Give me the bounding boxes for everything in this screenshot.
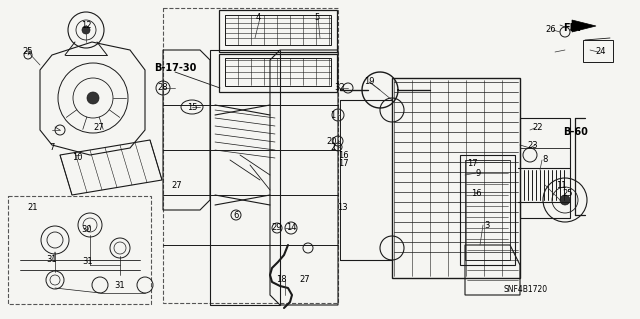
Bar [460, 155, 515, 265]
Bar [163, 8, 338, 303]
Bar [340, 100, 392, 260]
Text: 17: 17 [338, 159, 348, 167]
Text: 3: 3 [484, 220, 490, 229]
Text: 17: 17 [467, 159, 477, 167]
Circle shape [87, 92, 99, 104]
Text: 10: 10 [72, 152, 83, 161]
Bar [225, 15, 331, 45]
Text: B-60: B-60 [564, 127, 588, 137]
Bar [219, 10, 337, 52]
Text: 21: 21 [28, 204, 38, 212]
Bar [583, 40, 613, 62]
Bar [219, 54, 337, 92]
Bar [520, 118, 570, 218]
Text: 13: 13 [337, 203, 348, 211]
Text: 24: 24 [596, 48, 606, 56]
Bar [225, 58, 331, 86]
Text: 26: 26 [546, 26, 556, 34]
Text: 8: 8 [542, 155, 548, 165]
Text: 11: 11 [556, 181, 566, 189]
Circle shape [82, 26, 90, 34]
Text: 5: 5 [314, 13, 319, 23]
Text: 20: 20 [327, 137, 337, 145]
Text: 30: 30 [82, 226, 92, 234]
Text: 18: 18 [276, 275, 286, 284]
Text: 32: 32 [335, 84, 346, 93]
Text: 31: 31 [115, 280, 125, 290]
Bar [392, 78, 520, 278]
Text: 7: 7 [49, 144, 54, 152]
Text: 2: 2 [330, 143, 335, 152]
Text: 16: 16 [338, 151, 348, 160]
Text: 12: 12 [81, 20, 92, 29]
Text: 31: 31 [47, 256, 58, 264]
Text: FR.: FR. [563, 23, 581, 33]
Text: 22: 22 [532, 123, 543, 132]
Bar [8, 196, 151, 304]
Text: 4: 4 [255, 13, 260, 23]
Text: 25: 25 [563, 189, 573, 197]
Text: 14: 14 [285, 224, 296, 233]
Text: 27: 27 [300, 276, 310, 285]
Text: 27: 27 [93, 122, 104, 131]
Text: 25: 25 [23, 48, 33, 56]
Bar [210, 50, 280, 305]
Text: 28: 28 [157, 84, 168, 93]
Bar [465, 160, 510, 260]
Polygon shape [572, 20, 596, 32]
Text: 31: 31 [83, 257, 93, 266]
Text: 16: 16 [470, 189, 481, 197]
Text: SNF4B1720: SNF4B1720 [504, 286, 548, 294]
Text: 15: 15 [187, 102, 197, 112]
Text: 9: 9 [476, 168, 481, 177]
Circle shape [560, 195, 570, 205]
Text: 6: 6 [234, 211, 239, 219]
Text: 29: 29 [272, 224, 282, 233]
Text: 23: 23 [528, 140, 538, 150]
Text: 27: 27 [172, 181, 182, 189]
Text: B-17-30: B-17-30 [154, 63, 196, 73]
Text: 19: 19 [364, 78, 374, 86]
Text: 1: 1 [330, 110, 335, 120]
